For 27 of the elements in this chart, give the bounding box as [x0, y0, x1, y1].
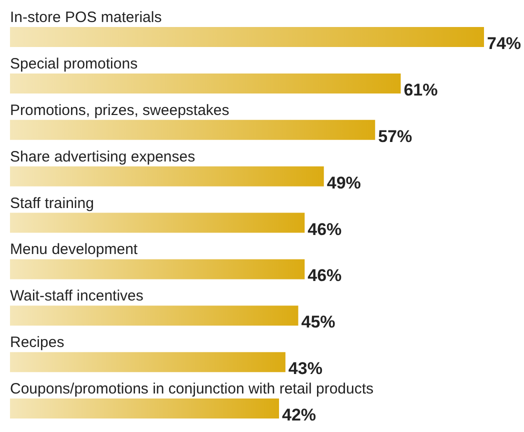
- bar: [10, 73, 401, 94]
- bar: [10, 352, 286, 372]
- data-label: 46%: [308, 220, 342, 239]
- y-tick-label: Share advertising expenses: [10, 148, 196, 166]
- bar: [10, 120, 376, 140]
- data-label: 43%: [288, 359, 322, 378]
- y-tick-label: Wait-staff incentives: [10, 288, 144, 305]
- data-label: 61%: [404, 80, 438, 100]
- bar: [10, 306, 298, 326]
- data-label: 42%: [282, 406, 316, 425]
- y-tick-label: Coupons/promotions in conjunction with retail products: [10, 380, 374, 398]
- bar: [10, 166, 324, 186]
- data-label: 49%: [326, 173, 361, 192]
- y-tick-label: In-store POS materials: [10, 9, 162, 26]
- y-tick-label: Special promotions: [10, 55, 138, 72]
- data-label: 46%: [308, 266, 342, 286]
- bar: [10, 259, 305, 280]
- bar: [10, 27, 484, 47]
- y-tick-label: Recipes: [10, 334, 64, 352]
- data-label: 57%: [378, 126, 412, 146]
- data-label: 45%: [301, 312, 336, 332]
- data-label: 74%: [487, 34, 522, 53]
- y-tick-label: Promotions, prizes, sweepstakes: [10, 102, 230, 119]
- y-tick-label: Staff training: [10, 194, 94, 212]
- bar: [10, 398, 280, 419]
- bar: [10, 212, 305, 233]
- y-tick-label: Menu development: [10, 241, 138, 258]
